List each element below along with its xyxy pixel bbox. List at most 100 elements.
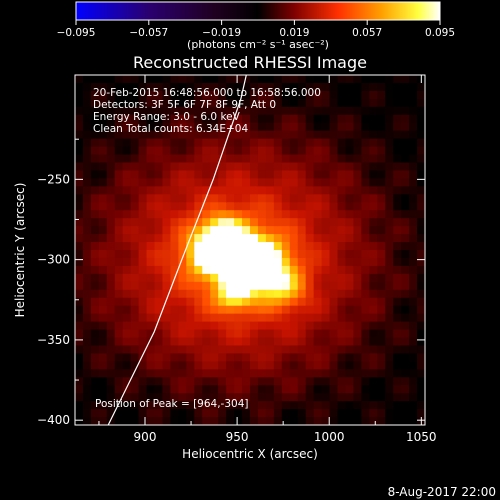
heatmap-cell <box>154 242 164 251</box>
heatmap-cell <box>377 194 386 203</box>
heatmap-cell <box>106 75 116 84</box>
heatmap-cell <box>265 194 275 203</box>
heatmap-cell <box>417 337 425 347</box>
heatmap-cell <box>353 385 362 394</box>
heatmap-cell <box>409 281 418 291</box>
heatmap-cell <box>305 234 315 243</box>
heatmap-cell <box>114 194 124 203</box>
heatmap-cell <box>226 218 235 227</box>
heatmap-cell <box>273 393 283 402</box>
heatmap-cell <box>353 257 362 267</box>
heatmap-cell <box>329 75 339 84</box>
heatmap-cell <box>345 321 354 331</box>
heatmap-cell <box>273 329 283 339</box>
heatmap-cell <box>353 122 362 132</box>
heatmap-cell <box>90 273 100 283</box>
heatmap-cell <box>337 257 347 267</box>
heatmap-cell <box>162 178 172 187</box>
heatmap-cell <box>401 409 410 418</box>
heatmap-cell <box>417 106 425 116</box>
heatmap-cell <box>273 202 283 211</box>
heatmap-cell <box>98 226 108 235</box>
heatmap-cell <box>106 98 116 108</box>
heatmap-cell <box>377 146 386 156</box>
heatmap-cell <box>186 178 195 187</box>
heatmap-cell <box>106 114 116 124</box>
heatmap-cell <box>369 218 378 227</box>
heatmap-cell <box>353 106 362 116</box>
heatmap-cell <box>75 337 84 347</box>
heatmap-cell <box>353 130 362 140</box>
heatmap-cell <box>377 90 386 100</box>
heatmap-cell <box>178 265 187 275</box>
heatmap-cell <box>273 75 283 84</box>
heatmap-cell <box>321 250 331 259</box>
heatmap-cell <box>90 122 100 132</box>
heatmap-cell <box>122 353 132 362</box>
heatmap-cell <box>146 234 156 243</box>
heatmap-cell <box>369 242 378 251</box>
heatmap-cell <box>154 329 164 339</box>
heatmap-cell <box>138 273 148 283</box>
heatmap-cell <box>401 186 410 195</box>
heatmap-cell <box>98 114 108 124</box>
heatmap-cell <box>162 170 172 179</box>
heatmap-cell <box>313 114 323 124</box>
heatmap-cell <box>138 265 148 275</box>
heatmap-cell <box>106 305 116 315</box>
heatmap-cell <box>345 210 354 219</box>
heatmap-cell <box>90 250 100 259</box>
heatmap-cell <box>257 250 267 259</box>
heatmap-cell <box>313 250 323 259</box>
heatmap-cell <box>385 218 394 227</box>
heatmap-cell <box>114 369 124 378</box>
heatmap-cell <box>234 250 243 259</box>
heatmap-cell <box>385 170 394 179</box>
heatmap-cell <box>273 305 283 315</box>
heatmap-cell <box>114 170 124 179</box>
heatmap-cell <box>75 289 84 299</box>
heatmap-cell <box>82 242 92 251</box>
heatmap-cell <box>345 178 354 187</box>
heatmap-cell <box>202 75 211 84</box>
heatmap-cell <box>345 369 354 378</box>
heatmap-cell <box>154 218 164 227</box>
heatmap-cell <box>202 377 211 386</box>
heatmap-cell <box>154 250 164 259</box>
heatmap-cell <box>361 417 370 425</box>
heatmap-cell <box>194 194 203 203</box>
heatmap-cell <box>250 194 259 203</box>
heatmap-cell <box>345 250 354 259</box>
heatmap-cell <box>162 146 172 156</box>
heatmap-cell <box>297 289 307 299</box>
heatmap-cell <box>361 82 370 92</box>
heatmap-cell <box>313 90 323 100</box>
heatmap-cell <box>393 75 402 84</box>
heatmap-cell <box>417 90 425 100</box>
heatmap-cell <box>218 401 227 410</box>
heatmap-cell <box>82 98 92 108</box>
heatmap-cell <box>265 265 275 275</box>
heatmap-cell <box>345 377 354 386</box>
heatmap-cell <box>257 329 267 339</box>
heatmap-cell <box>90 409 100 418</box>
heatmap-cell <box>162 98 172 108</box>
heatmap-cell <box>369 417 378 425</box>
heatmap-cell <box>273 170 283 179</box>
heatmap-cell <box>98 106 108 116</box>
heatmap-cell <box>178 353 187 362</box>
heatmap-cell <box>202 353 211 362</box>
heatmap-cell <box>82 361 92 370</box>
heatmap-cell <box>114 106 124 116</box>
heatmap-cell <box>210 385 219 394</box>
heatmap-cell <box>82 82 92 92</box>
heatmap-cell <box>289 218 299 227</box>
heatmap-cell <box>130 401 140 410</box>
heatmap-cell <box>281 234 291 243</box>
heatmap-cell <box>273 401 283 410</box>
heatmap-cell <box>130 98 140 108</box>
heatmap-cell <box>210 138 219 148</box>
heatmap-cell <box>106 234 116 243</box>
heatmap-cell <box>194 305 203 315</box>
heatmap-cell <box>289 75 299 84</box>
